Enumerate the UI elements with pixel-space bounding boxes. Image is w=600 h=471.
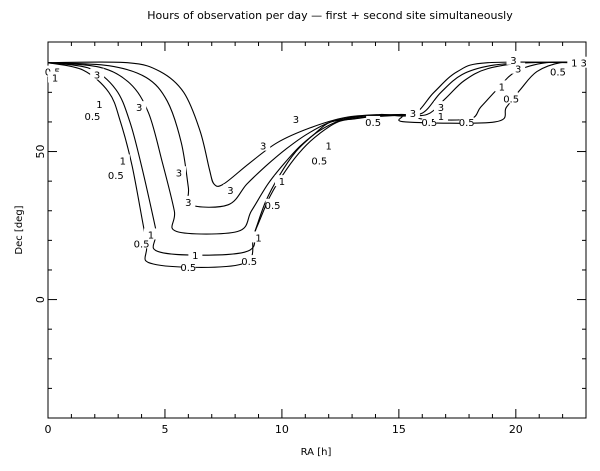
contour-label: 3 bbox=[227, 186, 233, 197]
contour-label: 0.5 bbox=[459, 118, 475, 129]
contour-label: 3 bbox=[185, 198, 191, 209]
plot-frame bbox=[47, 41, 587, 419]
contour-label-bg bbox=[181, 195, 196, 207]
contour-label-bg bbox=[567, 56, 582, 68]
contour-lines bbox=[47, 61, 587, 268]
contour-label-bg bbox=[134, 237, 149, 249]
contour-line-4 bbox=[47, 61, 587, 187]
contour-label-bg bbox=[223, 184, 238, 196]
contour-label-bg bbox=[115, 154, 130, 166]
contour-label-bg bbox=[265, 198, 280, 210]
chart-title: Hours of observation per day — first + s… bbox=[147, 9, 513, 22]
y-axis-label: Dec [deg] bbox=[14, 205, 25, 254]
x-tick-label: 10 bbox=[275, 423, 289, 436]
contour-label-bg bbox=[242, 255, 257, 267]
contour-label: 1 bbox=[571, 59, 577, 70]
contour-label-bg bbox=[132, 101, 147, 113]
contour-label: 3 bbox=[260, 142, 266, 153]
contour-label-bg bbox=[45, 65, 60, 77]
contour-label: 0.5 bbox=[265, 201, 281, 212]
contour-label: 1 bbox=[499, 82, 505, 93]
contour-label: 3 bbox=[438, 103, 444, 114]
contour-label: 3 bbox=[580, 59, 586, 70]
contour-line-3 bbox=[47, 61, 587, 208]
x-axis-label: RA [h] bbox=[301, 447, 332, 458]
contour-line-1 bbox=[47, 61, 587, 256]
contour-label: 0.5 bbox=[550, 68, 566, 79]
contour-label: 1 bbox=[52, 74, 58, 85]
contour-label-bg bbox=[92, 98, 107, 110]
contour-label-bg bbox=[321, 139, 336, 151]
contour-label-bg bbox=[181, 261, 196, 273]
contour-label: 1 bbox=[438, 112, 444, 123]
y-tick-label: 50 bbox=[34, 145, 47, 159]
contour-label: 3 bbox=[94, 71, 100, 82]
contour-label: 3 bbox=[510, 56, 516, 67]
contour-label-bg bbox=[48, 71, 63, 83]
contour-label-bg bbox=[433, 101, 448, 113]
contour-label: 0.5 bbox=[134, 239, 150, 250]
contour-label-bg bbox=[256, 139, 271, 151]
contour-label: 1 bbox=[148, 230, 154, 241]
x-tick-label: 20 bbox=[509, 423, 523, 436]
contour-label-bg bbox=[511, 62, 526, 74]
contour-label-bg bbox=[494, 80, 509, 92]
contour-label-bg bbox=[504, 92, 519, 104]
contour-label: 1 bbox=[96, 100, 102, 111]
contour-label-bg bbox=[171, 166, 186, 178]
x-tick-label: 5 bbox=[161, 423, 168, 436]
contour-label-bg bbox=[550, 65, 565, 77]
contour-label-bg bbox=[188, 249, 203, 261]
contour-label: 0.5 bbox=[241, 257, 257, 268]
contour-label: 3 bbox=[410, 109, 416, 120]
contour-label-bg bbox=[366, 115, 381, 127]
contour-label: 1 bbox=[192, 251, 198, 262]
contour-label-bg bbox=[405, 107, 420, 119]
contour-label-bg bbox=[143, 228, 158, 240]
y-tick-label: 0 bbox=[34, 296, 47, 303]
contour-label-bg bbox=[422, 115, 437, 127]
contour-label: 1 bbox=[255, 233, 261, 244]
contour-label: 0.5 bbox=[84, 112, 100, 123]
contour-line-2 bbox=[47, 61, 587, 235]
contour-label-bg bbox=[274, 175, 289, 187]
contour-label-bg bbox=[433, 110, 448, 122]
contour-label-bg bbox=[288, 112, 303, 124]
axis-tick-labels: 0 5 10 15 20 0 50 bbox=[34, 145, 523, 436]
contour-label: 3 bbox=[293, 115, 299, 126]
contour-label-bg bbox=[85, 110, 100, 122]
contour-label: 1 bbox=[326, 142, 332, 153]
contour-label-bg bbox=[576, 56, 591, 68]
contour-label: 3 bbox=[515, 65, 521, 76]
contour-label: 3 bbox=[136, 103, 142, 114]
x-tick-label: 0 bbox=[45, 423, 52, 436]
contour-label-bg bbox=[108, 169, 123, 181]
contour-label: 0.5 bbox=[180, 263, 196, 274]
contour-label-bg bbox=[251, 231, 266, 243]
contour-label-bg bbox=[90, 68, 105, 80]
contour-labels: 0.50.50.50.50.50.50.50.50.50.50.50.50.51… bbox=[45, 53, 591, 274]
contour-label: 0.5 bbox=[421, 118, 437, 129]
contour-label: 0.5 bbox=[365, 118, 381, 129]
contour-label: 3 bbox=[176, 168, 182, 179]
contour-label-bg bbox=[459, 115, 474, 127]
contour-label: 1 bbox=[120, 156, 126, 167]
contour-label-bg bbox=[312, 154, 327, 166]
contour-label: 0.5 bbox=[108, 171, 124, 182]
contour-label: 1 bbox=[279, 177, 285, 188]
x-tick-label: 15 bbox=[392, 423, 406, 436]
contour-label-bg bbox=[506, 53, 521, 65]
contour-label: 0.5 bbox=[503, 94, 519, 105]
contour-label: 0.5 bbox=[311, 156, 327, 167]
